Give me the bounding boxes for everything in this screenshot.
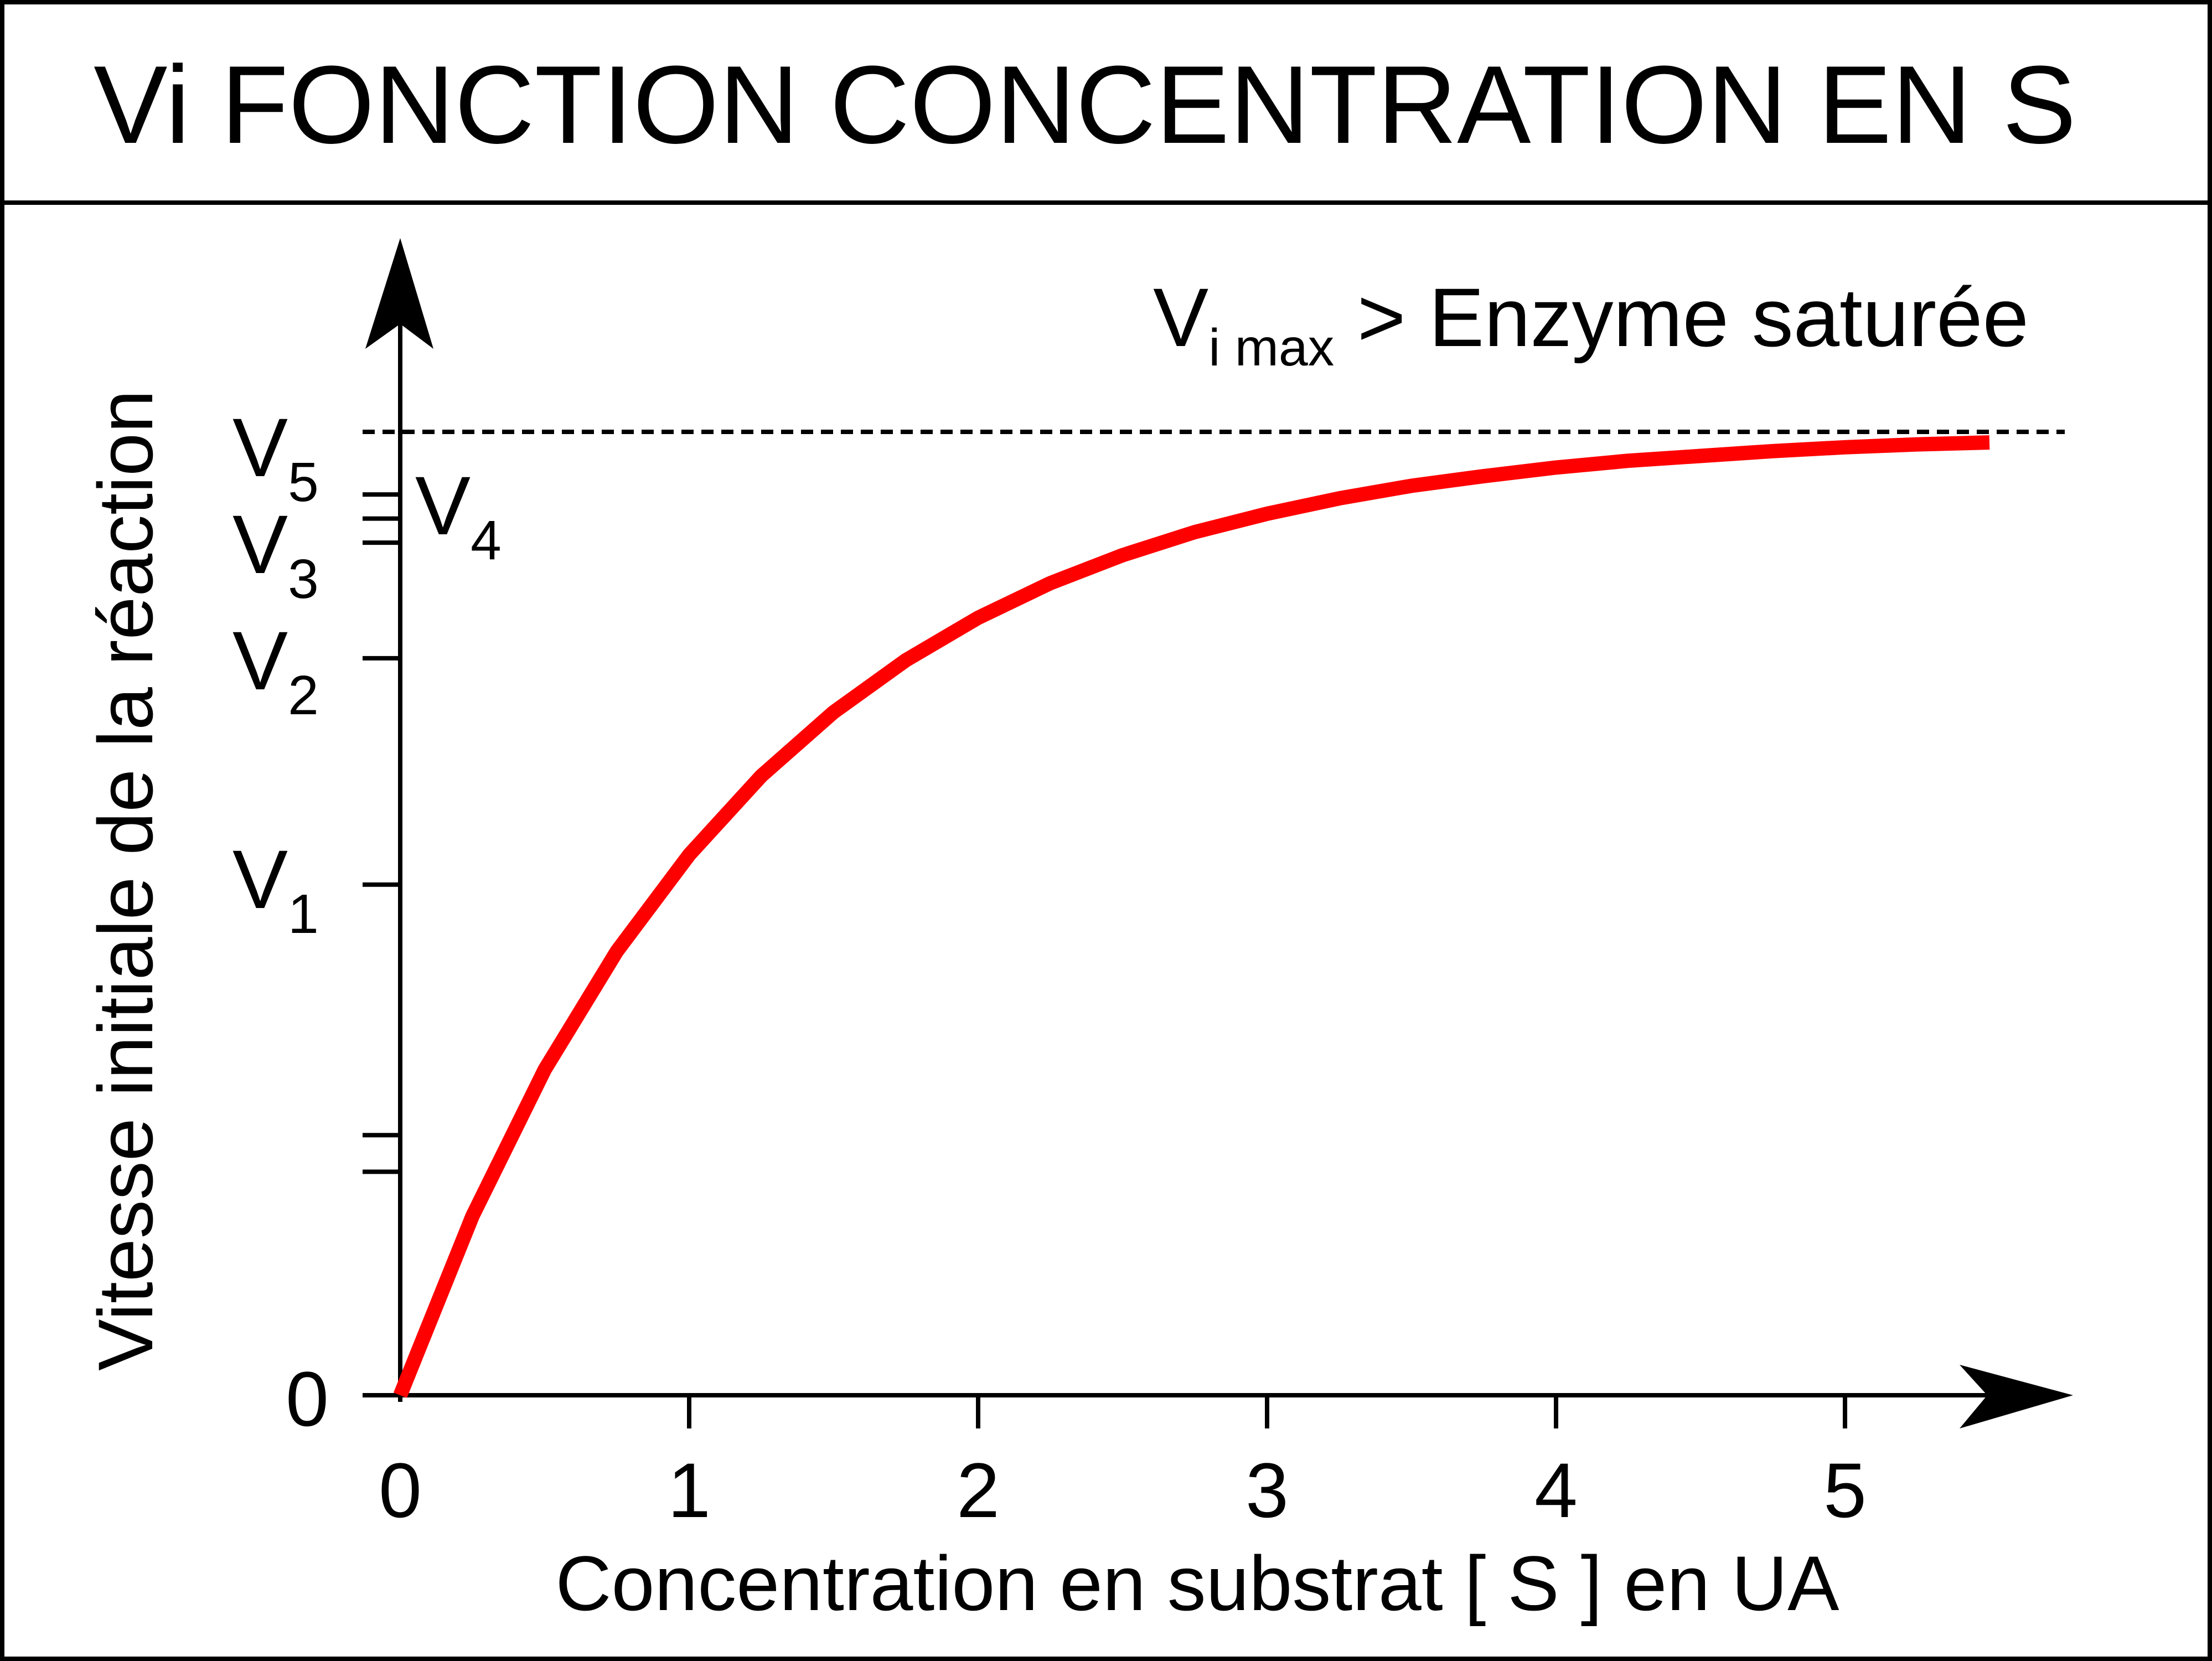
y-tick-label-sub: 1 [288, 883, 319, 945]
x-tick-label: 3 [1245, 1447, 1289, 1534]
vmax-annotation-sub: i max [1208, 318, 1334, 377]
y-tick-label: V4 [415, 459, 502, 571]
vmax-annotation: Vi max > Enzyme saturée [1153, 271, 2029, 377]
y-tick-label-sub: 2 [288, 664, 319, 726]
y-axis-arrowhead [365, 238, 433, 349]
vmax-annotation-rest: > Enzyme saturée [1334, 271, 2029, 364]
chart-title: Vi FONCTION CONCENTRATION EN S [94, 43, 2076, 167]
x-tick-label: 2 [957, 1447, 1000, 1534]
y-tick-label-main: V [232, 614, 288, 707]
x-ticks: 0 1 2 3 4 5 [379, 1395, 1867, 1534]
y-tick-label: V1 [232, 833, 319, 945]
y-ticks [363, 492, 400, 1174]
y-tick-label: V5 [232, 401, 319, 513]
x-tick-label: 1 [668, 1447, 711, 1534]
x-axis-label: Concentration en substrat [ S ] en UA [555, 1540, 1839, 1627]
y-tick-label-main: V [415, 459, 471, 552]
y-tick-label-sub: 3 [288, 548, 319, 610]
x-tick-label: 5 [1823, 1447, 1867, 1534]
x-tick-label: 4 [1534, 1447, 1578, 1534]
y-tick-label-main: V [232, 401, 288, 494]
y-tick-label-sub: 4 [471, 509, 502, 571]
vmax-annotation-main: V [1153, 271, 1208, 364]
y-origin-label: 0 [286, 1355, 329, 1442]
x-axis-arrowhead [1960, 1365, 2073, 1428]
vi-curve [393, 435, 1990, 1398]
x-tick-label: 0 [379, 1447, 422, 1534]
y-tick-label-main: V [232, 498, 288, 591]
y-tick-label-sub: 5 [288, 451, 319, 513]
y-tick-label: V2 [232, 614, 319, 726]
y-tick-label: V3 [232, 498, 319, 610]
y-tick-label-main: V [232, 833, 288, 926]
y-axis-label: Vitesse initiale de la réaction [82, 390, 169, 1371]
